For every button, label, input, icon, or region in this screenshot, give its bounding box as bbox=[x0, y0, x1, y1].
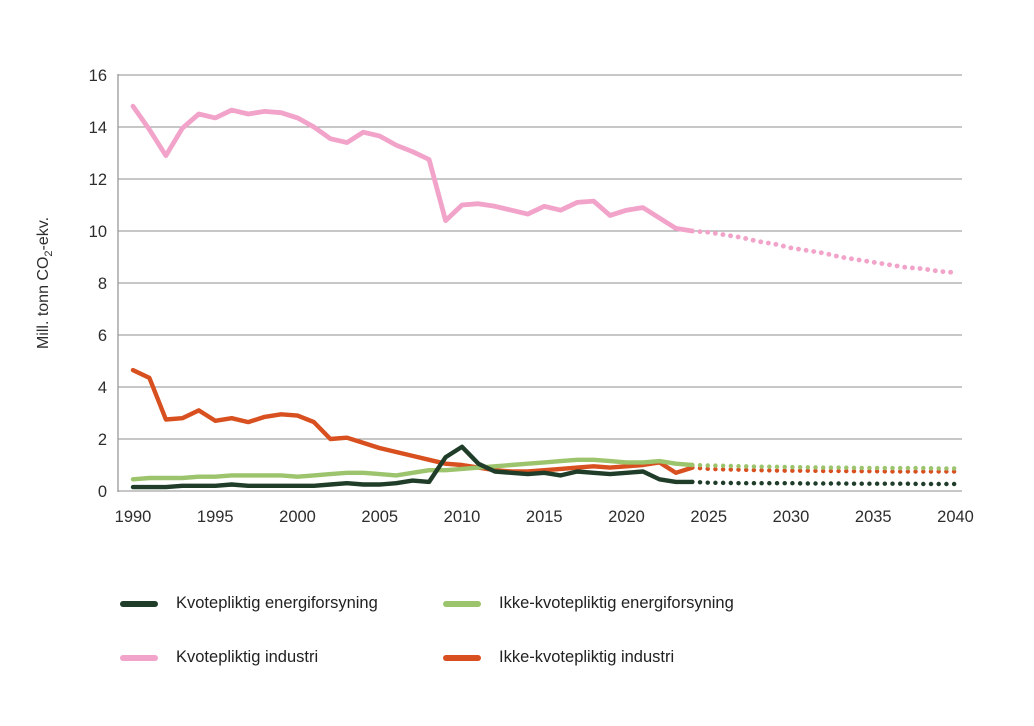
svg-text:2030: 2030 bbox=[773, 508, 810, 526]
svg-text:6: 6 bbox=[98, 327, 107, 345]
svg-text:14: 14 bbox=[89, 119, 107, 137]
svg-text:2025: 2025 bbox=[690, 508, 727, 526]
svg-text:2005: 2005 bbox=[361, 508, 398, 526]
legend-item-ikke-kvotepliktig-energiforsyning: Ikke-kvotepliktig energiforsyning bbox=[443, 589, 734, 618]
legend-swatch-orange bbox=[443, 654, 481, 661]
legend-swatch-light-green bbox=[443, 600, 481, 607]
svg-text:10: 10 bbox=[89, 223, 107, 241]
legend-item-kvotepliktig-energiforsyning: Kvotepliktig energiforsyning bbox=[120, 589, 443, 618]
svg-text:1995: 1995 bbox=[197, 508, 234, 526]
svg-text:12: 12 bbox=[89, 171, 107, 189]
legend-item-ikke-kvotepliktig-industri: Ikke-kvotepliktig industri bbox=[443, 643, 734, 672]
svg-text:1990: 1990 bbox=[115, 508, 152, 526]
legend-label: Kvotepliktig industri bbox=[176, 648, 319, 666]
svg-text:2020: 2020 bbox=[608, 508, 645, 526]
svg-text:2035: 2035 bbox=[855, 508, 892, 526]
chart-legend: Kvotepliktig energiforsyning Ikke-kvotep… bbox=[120, 589, 734, 672]
svg-text:16: 16 bbox=[89, 67, 107, 85]
legend-label: Ikke-kvotepliktig industri bbox=[499, 648, 675, 666]
svg-text:8: 8 bbox=[98, 275, 107, 293]
legend-label: Ikke-kvotepliktig energiforsyning bbox=[499, 594, 734, 612]
svg-text:2000: 2000 bbox=[279, 508, 316, 526]
svg-text:2040: 2040 bbox=[937, 508, 974, 526]
legend-swatch-dark-green bbox=[120, 600, 158, 607]
legend-label: Kvotepliktig energiforsyning bbox=[176, 594, 378, 612]
legend-swatch-pink bbox=[120, 654, 158, 661]
svg-text:4: 4 bbox=[98, 379, 107, 397]
svg-text:2: 2 bbox=[98, 431, 107, 449]
svg-text:2010: 2010 bbox=[444, 508, 481, 526]
legend-item-kvotepliktig-industri: Kvotepliktig industri bbox=[120, 643, 443, 672]
svg-text:0: 0 bbox=[98, 483, 107, 501]
svg-text:2015: 2015 bbox=[526, 508, 563, 526]
